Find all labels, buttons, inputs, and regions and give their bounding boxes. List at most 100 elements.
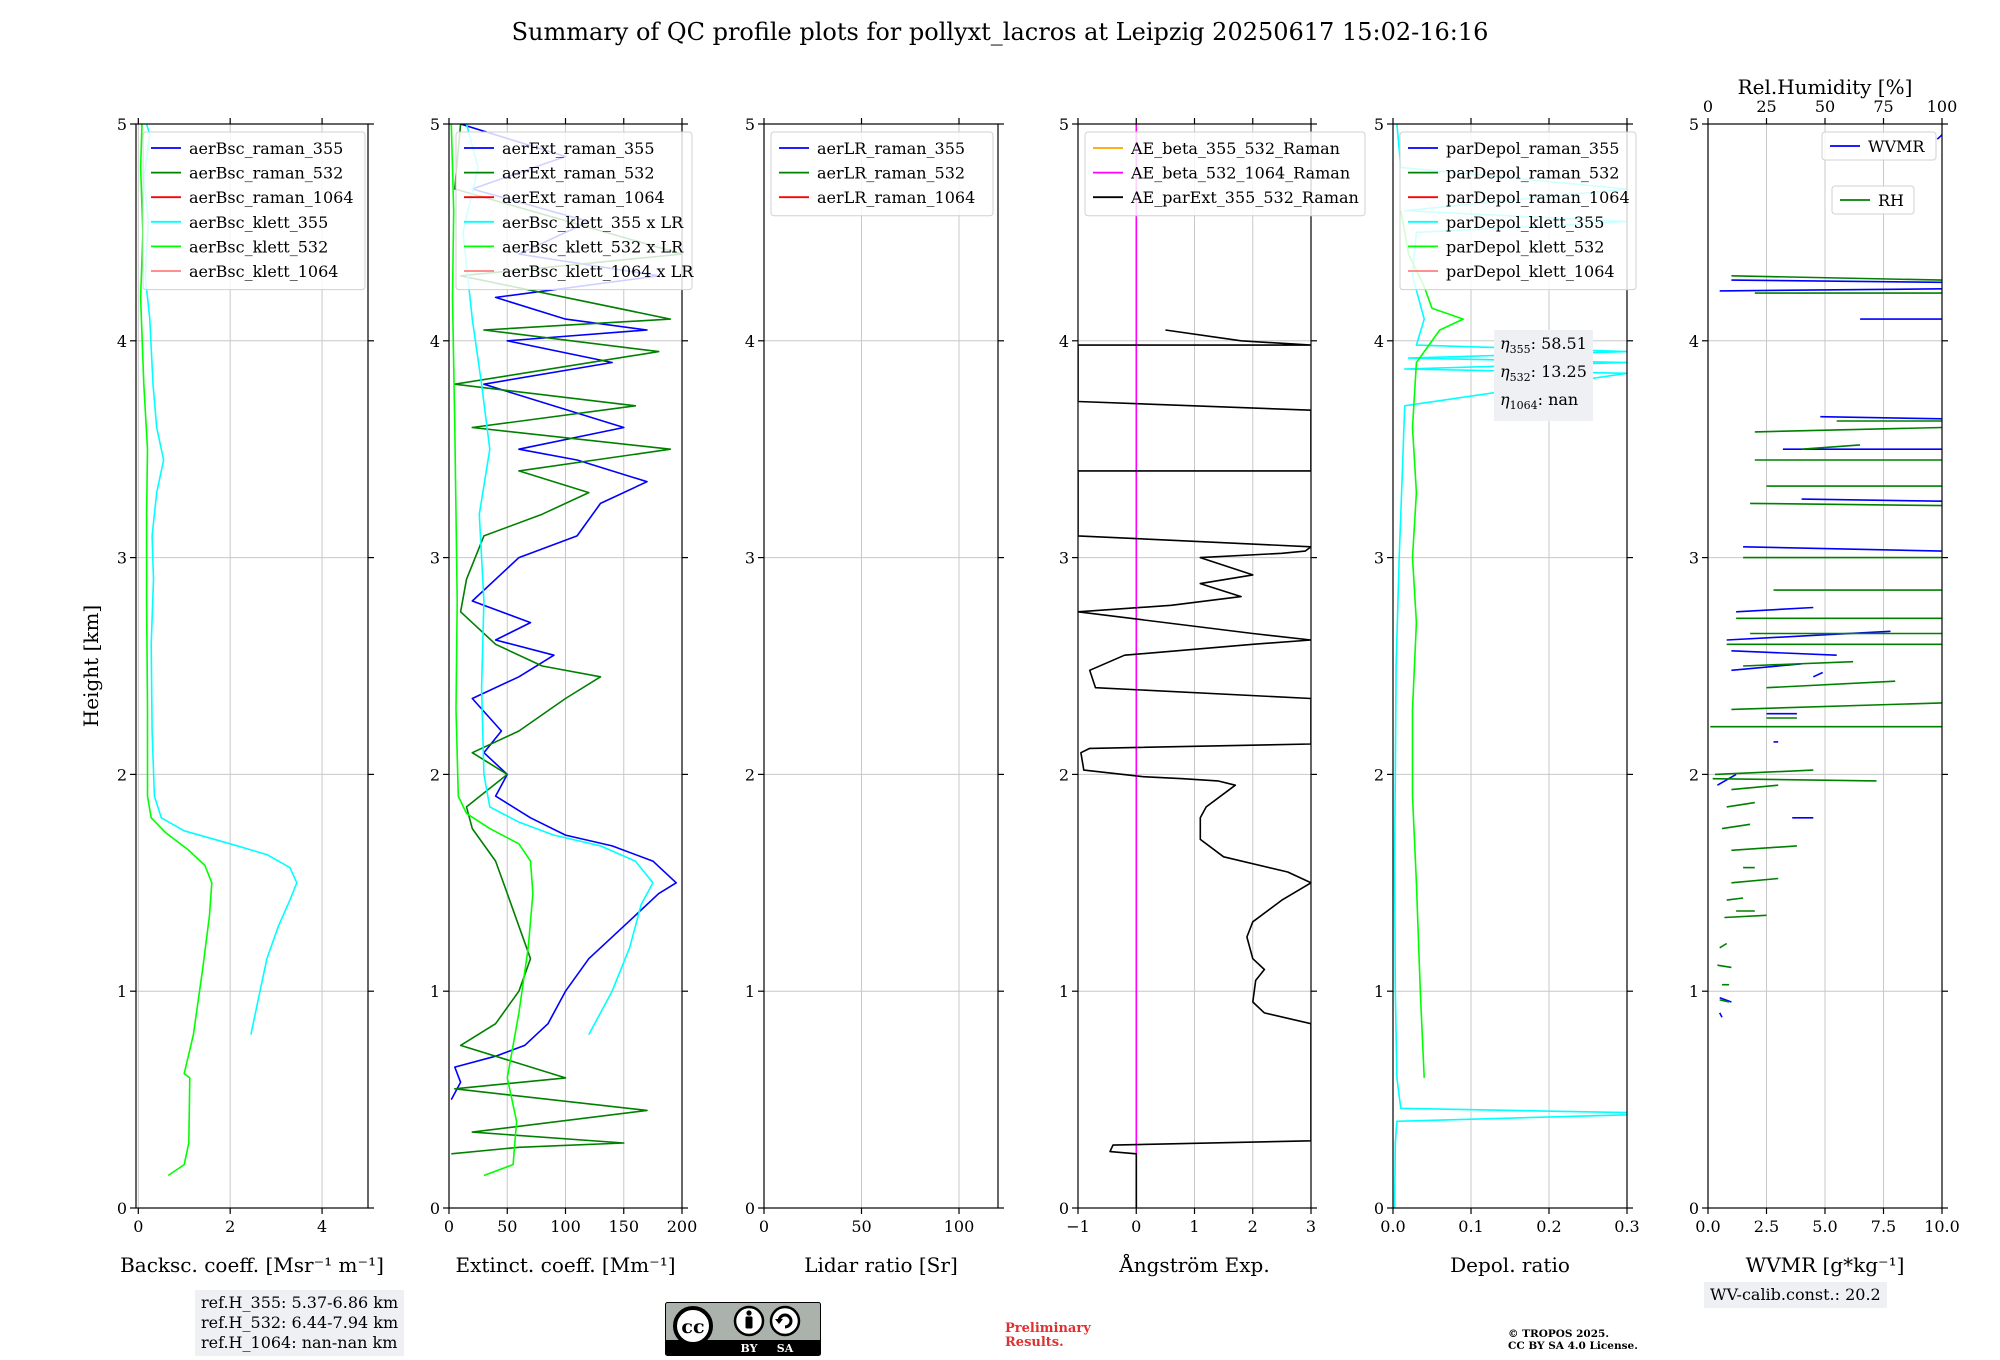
y-tick-label: 5 <box>745 115 755 134</box>
wv-calib-box: WV-calib.const.: 20.2 <box>1704 1282 1887 1308</box>
y-tick-label: 1 <box>1374 982 1384 1001</box>
series-line <box>1731 702 1942 711</box>
series-line <box>1801 498 1942 502</box>
series-line <box>1719 288 1942 292</box>
x-tick-label: 0.3 <box>1614 1217 1639 1236</box>
y-tick-label: 0 <box>1689 1199 1699 1218</box>
legend-entry-label: aerExt_raman_1064 <box>502 188 665 207</box>
series-line <box>1724 914 1767 919</box>
legend-box <box>455 131 693 291</box>
series-line <box>450 124 678 1100</box>
series-line <box>1726 897 1744 901</box>
series-line <box>1726 630 1891 641</box>
x-tick-label: 1 <box>1189 1217 1199 1236</box>
series-line <box>1820 415 1942 420</box>
series-line <box>1716 773 1737 786</box>
chart-panel-1: 0 2 4 0 1 2 3 4 5 Backsc. coeff. [Msr⁻¹ m⁻¹] Heigh… <box>79 115 384 1277</box>
x-axis-label: Depol. ratio <box>1450 1253 1570 1277</box>
cc-by-text: BY <box>741 1342 758 1355</box>
legend-entry-label: AE_beta_355_532_Raman <box>1130 139 1340 158</box>
series-line <box>1719 996 1732 1003</box>
series-line <box>1736 606 1814 613</box>
legend-entry-label: aerLR_raman_1064 <box>817 188 975 207</box>
x-tick-label: 100 <box>944 1217 975 1236</box>
x-axis-label: Backsc. coeff. [Msr⁻¹ m⁻¹] <box>120 1253 384 1277</box>
x-axis-label: WVMR [g*kg⁻¹] <box>1746 1253 1905 1277</box>
legend-entry-label: aerBsc_raman_355 <box>189 139 343 158</box>
series-group <box>1710 134 1942 1018</box>
legend-entry-label: parDepol_klett_532 <box>1446 237 1604 256</box>
legend-entry-label: aerExt_raman_355 <box>502 139 655 158</box>
series-line <box>1766 680 1896 689</box>
series-line <box>139 124 213 1177</box>
legend-entry-label: RH <box>1878 191 1904 210</box>
cc-text: cc <box>681 1316 704 1338</box>
series-line <box>462 124 654 1035</box>
x-tick-label: 50 <box>851 1217 871 1236</box>
chart-panel-2: 0 50 100 150 200 0 1 2 3 4 5 Extinct. coeff. [Mm⁻¹]… <box>430 115 697 1277</box>
series-line <box>1714 769 1814 776</box>
series-line <box>451 124 682 1155</box>
series-line <box>1717 964 1732 969</box>
ref-height-box: ref.H_355: 5.37-6.86 km ref.H_532: 6.44-… <box>195 1290 405 1356</box>
y-tick-label: 4 <box>117 332 127 351</box>
series-line <box>1726 801 1755 808</box>
x-tick-label: 0.2 <box>1536 1217 1561 1236</box>
eta-1064-value: nan <box>1548 390 1579 410</box>
copyright-line-1: © TROPOS 2025. <box>1508 1328 1610 1340</box>
x2-axis-label: Rel.Humidity [%] <box>1738 75 1913 99</box>
y-tick-label: 5 <box>1689 115 1699 134</box>
legend-box <box>770 131 994 217</box>
y-tick-label: 1 <box>430 982 440 1001</box>
y-tick-label: 4 <box>1059 332 1069 351</box>
x-tick-label: 0.1 <box>1458 1217 1483 1236</box>
legend-entry-label: aerBsc_raman_1064 <box>189 188 354 207</box>
x-tick-label: 50 <box>497 1217 517 1236</box>
preliminary-line-2: Results. <box>1005 1335 1064 1350</box>
legend-entry-label: aerBsc_klett_532 x LR <box>502 237 684 256</box>
series-line <box>1712 777 1877 782</box>
series-line <box>1721 823 1751 830</box>
series-line <box>1731 275 1942 281</box>
y-tick-label: 0 <box>745 1199 755 1218</box>
legend-entry-label: parDepol_raman_355 <box>1446 139 1619 158</box>
y-tick-label: 2 <box>1059 765 1069 784</box>
y-tick-label: 3 <box>117 549 127 568</box>
y-tick-label: 0 <box>1374 1199 1384 1218</box>
eta-532-value: 13.25 <box>1541 362 1587 382</box>
y-tick-label: 3 <box>430 549 440 568</box>
y-tick-label: 2 <box>117 765 127 784</box>
x-axis-label: Extinct. coeff. [Mm⁻¹] <box>455 1253 675 1277</box>
y-tick-label: 2 <box>745 765 755 784</box>
legend-entry-label: aerExt_raman_532 <box>502 164 655 183</box>
legend-entry-label: aerBsc_klett_355 x LR <box>502 213 684 232</box>
series-line <box>1743 660 1854 667</box>
eta-532: η532: 13.25 <box>1500 362 1587 385</box>
series-line <box>1719 999 1730 1003</box>
y-tick-label: 0 <box>430 1199 440 1218</box>
legend-entry-label: parDepol_raman_1064 <box>1446 188 1630 207</box>
axes-frame <box>1392 123 1628 1209</box>
legend-entry-label: aerBsc_klett_1064 x LR <box>502 262 694 281</box>
legend-box <box>1821 131 1937 161</box>
y-tick-label: 5 <box>1059 115 1069 134</box>
ref-height-1064: ref.H_1064: nan-nan km <box>201 1333 398 1352</box>
chart-panel-5: 0.0 0.1 0.2 0.3 0 1 2 3 4 5 Depol. ratio parDepol_r… <box>1374 115 1640 1277</box>
y-tick-label: 4 <box>1374 332 1384 351</box>
eta-355: η355: 58.51 <box>1500 334 1587 357</box>
series-line <box>1731 845 1797 852</box>
x-tick-label: 2 <box>1248 1217 1258 1236</box>
series-line <box>1812 671 1824 678</box>
x-axis-label: Ångström Exp. <box>1118 1252 1269 1277</box>
legend-entry-label: aerBsc_klett_532 <box>189 237 328 256</box>
legend-entry-label: parDepol_klett_1064 <box>1446 262 1615 281</box>
series-line <box>1400 210 1464 1078</box>
x-tick-label: 10.0 <box>1924 1217 1960 1236</box>
y-axis-label: Height [km] <box>79 605 103 727</box>
legend-entry-label: WVMR <box>1868 137 1925 156</box>
copyright-line-2: CC BY SA 4.0 License. <box>1508 1340 1638 1352</box>
series-line <box>1743 546 1942 552</box>
legend-box <box>1399 131 1637 291</box>
